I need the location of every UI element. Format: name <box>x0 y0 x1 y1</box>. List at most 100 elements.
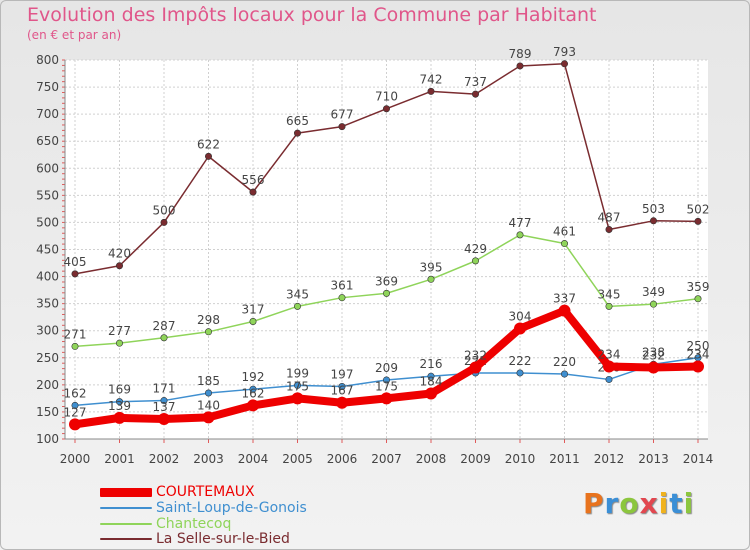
legend-item-saint-loup-de-gonois[interactable]: Saint-Loup-de-Gonois <box>100 500 430 516</box>
legend-item-la-selle-sur-le-bied[interactable]: La Selle-sur-le-Bied <box>100 531 430 547</box>
proxiti-logo: Proxiti <box>583 487 694 520</box>
data-label-la-selle-sur-le-bied: 556 <box>242 173 265 187</box>
x-tick-label: 2000 <box>60 452 91 466</box>
data-point-chantecoq <box>694 295 702 303</box>
y-tick-label: 500 <box>36 215 59 229</box>
data-point-saint-loup-de-gonois <box>605 375 613 383</box>
data-point-la-selle-sur-le-bied <box>116 262 124 270</box>
data-point-courtemaux <box>603 360 615 373</box>
data-label-saint-loup-de-gonois: 171 <box>153 382 176 396</box>
data-label-chantecoq: 477 <box>509 216 532 230</box>
data-point-courtemaux <box>425 387 437 400</box>
data-point-chantecoq <box>160 334 168 342</box>
data-label-chantecoq: 395 <box>420 260 443 274</box>
data-label-saint-loup-de-gonois: 185 <box>197 374 220 388</box>
data-label-courtemaux: 232 <box>642 349 665 363</box>
x-tick-label: 2012 <box>594 452 625 466</box>
data-point-chantecoq <box>293 302 301 310</box>
data-point-la-selle-sur-le-bied <box>293 129 301 137</box>
logo-letter: t <box>669 487 684 520</box>
y-tick-label: 550 <box>36 188 59 202</box>
data-point-saint-loup-de-gonois <box>116 398 124 406</box>
data-label-saint-loup-de-gonois: 209 <box>375 361 398 375</box>
data-label-courtemaux: 127 <box>64 405 87 419</box>
data-point-chantecoq <box>382 289 390 297</box>
x-tick-label: 2011 <box>549 452 580 466</box>
legend-label: COURTEMAUX <box>156 484 255 500</box>
legend-item-courtemaux[interactable]: COURTEMAUX <box>100 484 430 500</box>
data-point-chantecoq <box>560 240 568 248</box>
y-tick-label: 650 <box>36 134 59 148</box>
data-label-la-selle-sur-le-bied: 737 <box>464 75 487 89</box>
logo-letter: P <box>583 487 605 520</box>
data-label-la-selle-sur-le-bied: 500 <box>153 203 176 217</box>
data-point-la-selle-sur-le-bied <box>560 60 568 68</box>
data-label-chantecoq: 461 <box>553 225 576 239</box>
data-point-saint-loup-de-gonois <box>338 382 346 390</box>
data-point-courtemaux <box>380 392 393 405</box>
data-label-saint-loup-de-gonois: 162 <box>64 386 87 400</box>
x-tick-label: 2003 <box>193 452 224 466</box>
data-label-la-selle-sur-le-bied: 742 <box>420 72 443 86</box>
legend-swatch <box>100 488 152 497</box>
data-point-la-selle-sur-le-bied <box>605 225 613 233</box>
data-point-saint-loup-de-gonois <box>560 370 568 378</box>
data-point-chantecoq <box>205 328 213 336</box>
data-label-la-selle-sur-le-bied: 789 <box>509 47 532 61</box>
logo-letter: r <box>604 487 620 520</box>
data-label-chantecoq: 361 <box>331 279 354 293</box>
data-point-la-selle-sur-le-bied <box>160 218 168 226</box>
data-label-saint-loup-de-gonois: 192 <box>242 370 265 384</box>
data-point-courtemaux <box>202 411 215 424</box>
data-label-la-selle-sur-le-bied: 665 <box>286 114 309 128</box>
data-label-courtemaux: 184 <box>420 375 443 389</box>
data-point-courtemaux <box>247 399 259 412</box>
data-point-courtemaux <box>113 411 126 424</box>
x-tick-label: 2014 <box>683 452 714 466</box>
data-label-chantecoq: 287 <box>153 319 176 333</box>
x-tick-label: 2013 <box>638 452 669 466</box>
data-label-la-selle-sur-le-bied: 405 <box>64 255 87 269</box>
data-label-courtemaux: 232 <box>464 349 487 363</box>
y-tick-label: 700 <box>36 107 59 121</box>
y-tick-label: 750 <box>36 80 59 94</box>
data-label-chantecoq: 277 <box>108 324 131 338</box>
data-point-la-selle-sur-le-bied <box>649 217 657 225</box>
data-point-courtemaux <box>692 360 704 373</box>
x-tick-label: 2008 <box>416 452 447 466</box>
x-tick-label: 2002 <box>149 452 180 466</box>
x-tick-label: 2006 <box>327 452 358 466</box>
data-label-la-selle-sur-le-bied: 622 <box>197 137 220 151</box>
data-point-chantecoq <box>249 318 257 326</box>
legend-swatch <box>100 523 152 525</box>
chart-subtitle: (en € et par an) <box>27 28 122 42</box>
data-label-la-selle-sur-le-bied: 502 <box>687 202 710 216</box>
y-tick-label: 350 <box>36 297 59 311</box>
data-label-la-selle-sur-le-bied: 710 <box>375 90 398 104</box>
x-tick-label: 2005 <box>282 452 313 466</box>
data-label-chantecoq: 298 <box>197 313 220 327</box>
data-label-courtemaux: 234 <box>598 347 621 361</box>
data-label-chantecoq: 271 <box>64 327 87 341</box>
data-label-saint-loup-de-gonois: 220 <box>553 355 576 369</box>
data-point-la-selle-sur-le-bied <box>694 217 702 225</box>
x-tick-label: 2004 <box>238 452 269 466</box>
data-point-la-selle-sur-le-bied <box>338 123 346 131</box>
data-point-courtemaux <box>158 412 170 425</box>
y-tick-label: 150 <box>36 405 59 419</box>
legend-item-chantecoq[interactable]: Chantecoq <box>100 516 430 532</box>
data-label-chantecoq: 359 <box>687 280 710 294</box>
data-label-courtemaux: 139 <box>108 399 131 413</box>
data-point-courtemaux <box>558 304 571 317</box>
legend-swatch <box>100 538 152 540</box>
data-point-chantecoq <box>649 300 657 308</box>
data-label-courtemaux: 234 <box>687 347 710 361</box>
data-point-saint-loup-de-gonois <box>382 376 390 384</box>
data-point-saint-loup-de-gonois <box>427 372 435 380</box>
data-label-courtemaux: 175 <box>286 379 309 393</box>
logo-letter: x <box>639 487 659 520</box>
data-label-la-selle-sur-le-bied: 677 <box>331 108 354 122</box>
legend-swatch <box>100 507 152 509</box>
data-label-saint-loup-de-gonois: 197 <box>331 367 354 381</box>
